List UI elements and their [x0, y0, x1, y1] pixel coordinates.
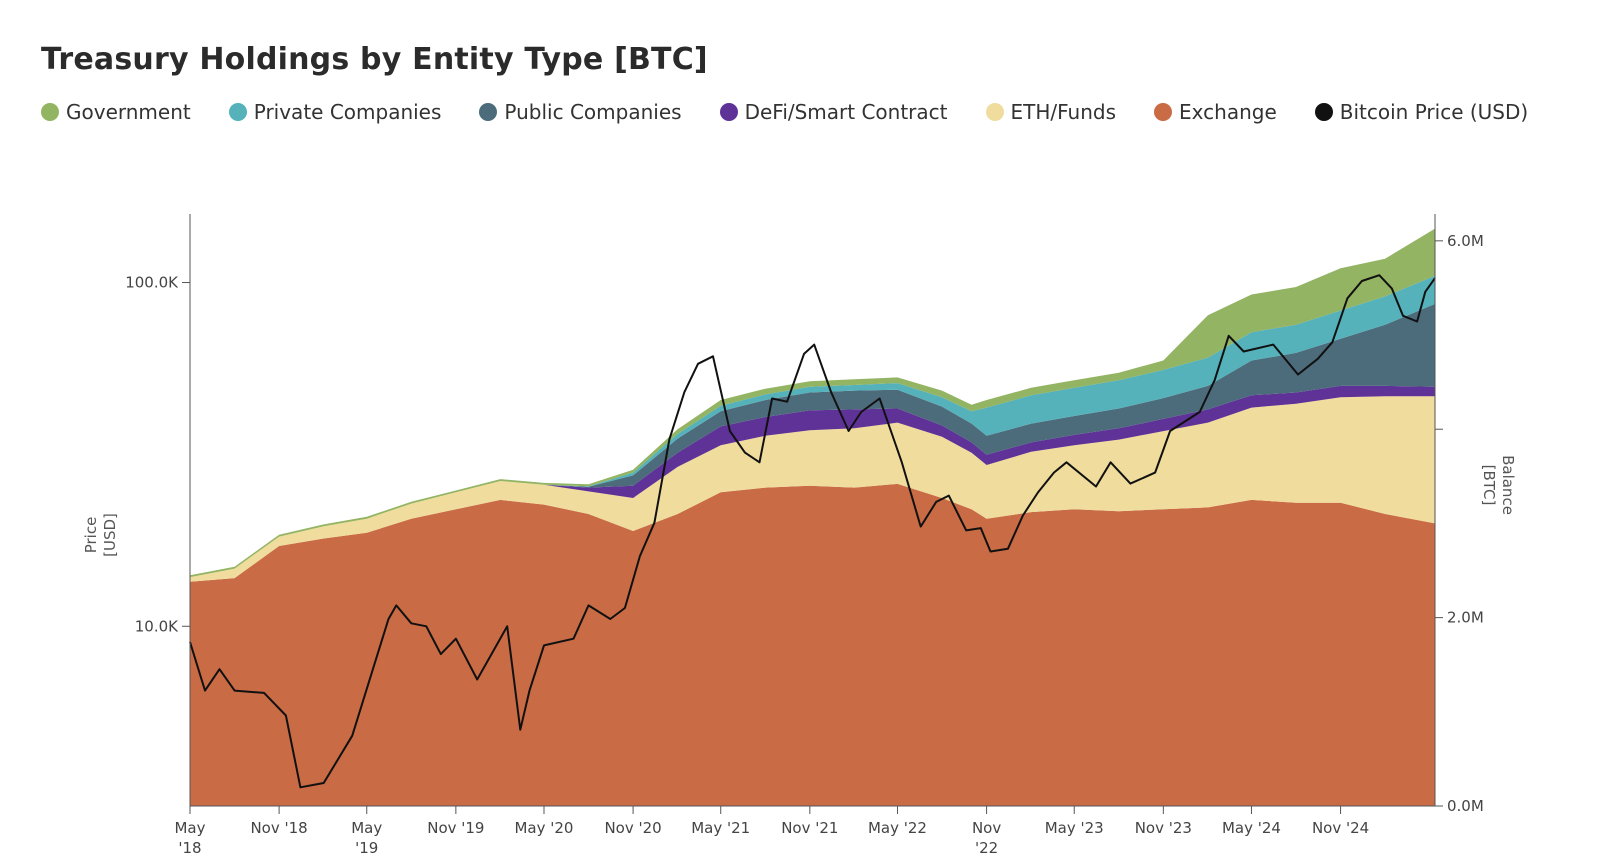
legend-label: Private Companies: [253, 100, 442, 124]
right-axis-title-line: [BTC]: [1480, 465, 1498, 506]
x-tick-label: '19: [355, 839, 378, 857]
x-tick-label: '22: [975, 839, 998, 857]
left-axis-title-line: [USD]: [101, 513, 119, 557]
right-tick-label: 2.0M: [1447, 609, 1484, 627]
legend-label: Government: [66, 100, 191, 124]
x-tick-label: Nov '19: [427, 819, 484, 837]
legend-label: Exchange: [1179, 100, 1277, 124]
x-tick-label: Nov: [972, 819, 1001, 837]
legend-swatch: [1154, 103, 1173, 121]
x-tick-label: Nov '23: [1135, 819, 1192, 837]
legend-label: ETH/Funds: [1010, 100, 1117, 124]
left-tick-label: 10.0K: [135, 617, 179, 635]
x-tick-label: May '22: [868, 819, 927, 837]
legend-swatch: [719, 103, 738, 121]
legend-swatch: [479, 103, 498, 121]
legend-item-bitcoin-price-usd[interactable]: Bitcoin Price (USD): [1314, 100, 1529, 124]
right-axis-title-line: Balance: [1499, 455, 1517, 515]
right-tick-label: 6.0M: [1447, 232, 1484, 250]
legend-item-government[interactable]: Government: [41, 100, 191, 124]
legend-label: Public Companies: [504, 100, 682, 124]
right-tick-label: 0.0M: [1447, 797, 1484, 815]
x-tick-label: May '24: [1222, 819, 1281, 837]
chart-title: Treasury Holdings by Entity Type [BTC]: [41, 42, 708, 77]
area-eth-funds: [190, 396, 1435, 582]
price-layer: [189, 274, 1436, 789]
legend-item-eth-funds[interactable]: ETH/Funds: [985, 100, 1117, 124]
legend-swatch: [985, 103, 1004, 121]
x-tick-label: May '20: [514, 819, 573, 837]
legend-item-public-companies[interactable]: Public Companies: [479, 100, 682, 124]
left-axis-title: Price [USD]: [82, 513, 119, 557]
legend-swatch: [41, 103, 59, 121]
legend-item-defi-smart-contract[interactable]: DeFi/Smart Contract: [719, 100, 948, 124]
area-layer: [190, 228, 1435, 806]
legend: Government Private Companies Public Compan…: [41, 100, 1566, 124]
legend-item-exchange[interactable]: Exchange: [1154, 100, 1277, 124]
x-tick-label: Nov '24: [1312, 819, 1369, 837]
x-tick-label: May: [174, 819, 205, 837]
x-tick-label: May: [351, 819, 382, 837]
legend-label: Bitcoin Price (USD): [1339, 100, 1529, 124]
price-line: [189, 274, 1436, 789]
area-defi-smart-contract: [190, 385, 1435, 578]
x-tick-label: Nov '20: [604, 819, 661, 837]
x-tick-label: May '21: [691, 819, 750, 837]
x-tick-label: Nov '21: [781, 819, 838, 837]
x-tick-label: May '23: [1045, 819, 1104, 837]
legend-swatch: [228, 103, 247, 121]
left-tick-label: 100.0K: [125, 274, 179, 292]
x-tick-label: Nov '18: [250, 819, 307, 837]
area-exchange: [190, 483, 1435, 806]
legend-swatch: [1314, 103, 1333, 121]
x-tick-label: '18: [178, 839, 201, 857]
axis-layer: 10.0K 100.0K 0.0M 2.0M 6.0M May '18 Nov '18 May '…: [82, 214, 1517, 857]
legend-label: DeFi/Smart Contract: [744, 100, 948, 124]
legend-item-private-companies[interactable]: Private Companies: [228, 100, 442, 124]
left-axis-title-line: Price: [82, 517, 100, 554]
right-axis-title: Balance[BTC]: [1480, 455, 1517, 515]
